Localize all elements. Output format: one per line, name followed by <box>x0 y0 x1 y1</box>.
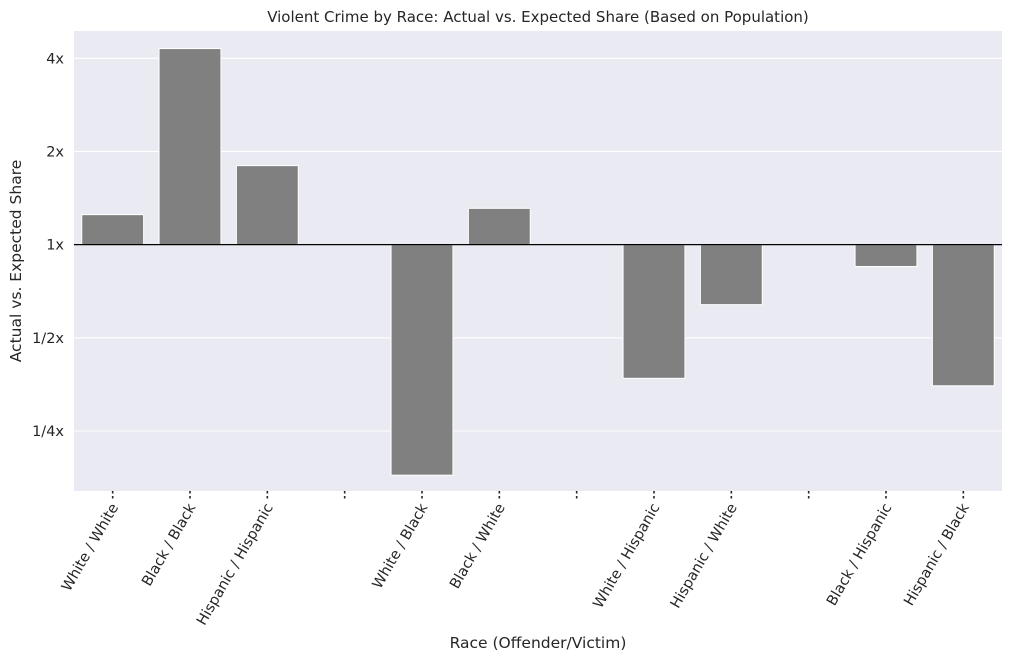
y-tick-label: 4x <box>46 51 64 67</box>
y-axis-label: Actual vs. Expected Share <box>7 160 25 363</box>
y-tick-label: 1/2x <box>32 331 64 347</box>
plot-background <box>74 31 1002 491</box>
bar <box>81 214 145 246</box>
x-tick-label: White / White <box>59 501 122 594</box>
bar <box>158 48 222 246</box>
x-tick-label: Black / Black <box>139 500 199 589</box>
x-tick-label: Hispanic / White <box>668 501 741 611</box>
y-tick-label: 1/4x <box>32 424 64 440</box>
bar <box>235 165 299 246</box>
bar <box>931 244 995 387</box>
x-axis-label: Race (Offender/Victim) <box>450 634 627 652</box>
x-tick-label: Black / Hispanic <box>824 501 895 609</box>
chart-title: Violent Crime by Race: Actual vs. Expect… <box>267 8 809 26</box>
y-tick-label: 2x <box>46 144 64 160</box>
bar <box>467 207 531 246</box>
bar <box>390 244 454 476</box>
x-tick-label: White / Hispanic <box>591 501 664 611</box>
x-tick-label: Hispanic / Hispanic <box>194 501 277 628</box>
y-ticks: 1/4x 1/2x 1x 2x 4x <box>32 51 64 440</box>
x-tick-label: Hispanic / Black <box>901 500 973 608</box>
bar <box>699 244 763 306</box>
y-tick-label: 1x <box>46 238 64 254</box>
bar <box>622 244 686 379</box>
bar <box>854 244 918 267</box>
x-tick-label: Black / White <box>447 501 509 592</box>
bars <box>81 48 995 476</box>
x-tick-label: White / Black <box>370 500 432 591</box>
